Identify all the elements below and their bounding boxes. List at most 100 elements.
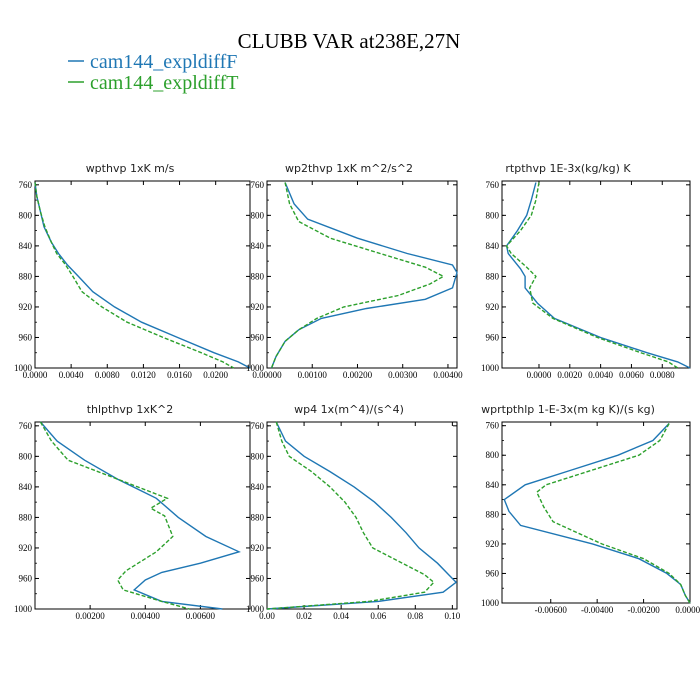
x-tick-label: 0.02	[296, 611, 312, 621]
y-tick-label: 920	[19, 543, 33, 553]
series-line-expldiffF	[505, 182, 691, 369]
y-tick-label: 960	[251, 573, 265, 583]
series-line-expldiffF	[503, 423, 691, 604]
y-tick-label: 880	[251, 512, 265, 522]
x-tick-label: -0.00400	[581, 605, 614, 615]
plot-frame	[34, 421, 251, 610]
y-tick-label: 1000	[14, 604, 33, 614]
plot-frame	[34, 180, 251, 369]
series-line-expldiffF	[270, 182, 458, 369]
series-line-expldiffF	[34, 182, 251, 369]
panel-title: wpthvp 1xK m/s	[86, 162, 175, 175]
panel-thlpthvp: thlpthvp 1xK^2 760 800 840 880 920 960 1000 0.0…	[14, 403, 251, 621]
y-tick-label: 840	[19, 241, 33, 251]
y-tick-label: 840	[486, 241, 500, 251]
panel-title: thlpthvp 1xK^2	[87, 403, 174, 416]
legend-label-expldiffF: cam144_expldiffF	[90, 51, 237, 73]
x-tick-label: 0.00000	[675, 605, 700, 615]
y-tick-label: 1000	[481, 363, 500, 373]
panel-rtpthvp: rtpthvp 1E-3x(kg/kg) K 760 800 840 880 920 96…	[481, 162, 691, 380]
panel-title: wprtpthlp 1-E-3x(m kg K)/(s kg)	[481, 403, 655, 416]
figure-title: CLUBB VAR at238E,27N	[238, 29, 461, 53]
y-tick-label: 920	[486, 302, 500, 312]
series-line-expldiffF	[266, 421, 458, 610]
x-tick-label: -0.00600	[535, 605, 568, 615]
y-tick-label: 760	[251, 421, 265, 431]
x-tick-label: 0.0040	[59, 370, 84, 380]
y-tick-label: 1000	[246, 363, 265, 373]
y-tick-label: 920	[19, 302, 33, 312]
panel-title: wp4 1x(m^4)/(s^4)	[294, 403, 404, 416]
x-tick-label: 0.0080	[650, 370, 675, 380]
y-tick-label: 760	[19, 421, 33, 431]
y-tick-label: 880	[486, 271, 500, 281]
panel-wp2thvp: wp2thvp 1xK m^2/s^2 760 800 840 880 920 960 10…	[246, 162, 463, 380]
y-tick-label: 800	[19, 210, 33, 220]
x-tick-label: 0.00000	[252, 370, 282, 380]
x-tick-label: 0.0080	[95, 370, 120, 380]
plot-frame	[266, 180, 458, 369]
x-tick-label: 0.06	[370, 611, 386, 621]
plot-frame	[501, 180, 691, 369]
x-tick-label: 0.0040	[588, 370, 613, 380]
plot-frame	[501, 421, 691, 604]
series-line-expldiffT	[535, 423, 691, 604]
y-tick-label: 840	[19, 482, 33, 492]
y-tick-label: 800	[19, 451, 33, 461]
series-line-expldiffT	[505, 182, 679, 369]
x-tick-label: 0.0200	[203, 370, 228, 380]
plot-frame	[266, 421, 458, 610]
panel-wprtpthlp: wprtpthlp 1-E-3x(m kg K)/(s kg) 760 800 84…	[481, 403, 700, 615]
y-tick-label: 880	[251, 271, 265, 281]
x-tick-label: 0.00100	[298, 370, 328, 380]
y-tick-label: 880	[486, 509, 500, 519]
y-tick-label: 760	[486, 421, 500, 431]
panel-wp4: wp4 1x(m^4)/(s^4) 760 800 840 880 920 960 1000…	[246, 403, 461, 621]
x-tick-label: 0.00400	[131, 611, 161, 621]
x-tick-label: -0.00200	[627, 605, 660, 615]
legend: cam144_expldiffF cam144_expldiffT	[68, 51, 238, 94]
x-tick-label: 0.0060	[619, 370, 644, 380]
series-line-expldiffT	[34, 182, 235, 369]
y-tick-label: 960	[486, 332, 500, 342]
x-tick-label: 0.00200	[76, 611, 106, 621]
x-tick-label: 0.0160	[167, 370, 192, 380]
y-tick-label: 960	[486, 568, 500, 578]
x-tick-label: 0.00200	[343, 370, 373, 380]
y-tick-label: 960	[19, 573, 33, 583]
series-line-expldiffT	[39, 421, 190, 610]
y-tick-label: 880	[19, 512, 33, 522]
x-tick-label: 0.00600	[186, 611, 216, 621]
x-tick-label: 0.0120	[131, 370, 156, 380]
series-line-expldiffF	[39, 421, 241, 610]
series-line-expldiffT	[270, 182, 445, 369]
y-tick-label: 760	[486, 180, 500, 190]
y-tick-label: 840	[251, 482, 265, 492]
x-tick-label: 0.0000	[527, 370, 552, 380]
x-tick-label: 0.0020	[557, 370, 582, 380]
legend-label-expldiffT: cam144_expldiffT	[90, 72, 238, 94]
x-tick-label: 0.00400	[433, 370, 463, 380]
x-tick-label: 0.00300	[388, 370, 418, 380]
y-tick-label: 920	[251, 302, 265, 312]
x-tick-label: 0.0000	[23, 370, 48, 380]
series-line-expldiffT	[266, 421, 435, 610]
y-tick-label: 1000	[481, 598, 500, 608]
y-tick-label: 760	[251, 180, 265, 190]
y-tick-label: 840	[251, 241, 265, 251]
y-tick-label: 880	[19, 271, 33, 281]
panel-title: wp2thvp 1xK m^2/s^2	[285, 162, 413, 175]
y-tick-label: 840	[486, 480, 500, 490]
panel-title: rtpthvp 1E-3x(kg/kg) K	[505, 162, 631, 175]
y-tick-label: 800	[486, 450, 500, 460]
y-tick-label: 960	[19, 332, 33, 342]
y-tick-label: 920	[251, 543, 265, 553]
x-tick-label: 0.00	[259, 611, 275, 621]
x-tick-label: 0.04	[333, 611, 349, 621]
y-tick-label: 1000	[14, 363, 33, 373]
y-tick-label: 800	[486, 210, 500, 220]
y-tick-label: 920	[486, 539, 500, 549]
y-tick-label: 760	[19, 180, 33, 190]
x-tick-label: 0.10	[444, 611, 460, 621]
